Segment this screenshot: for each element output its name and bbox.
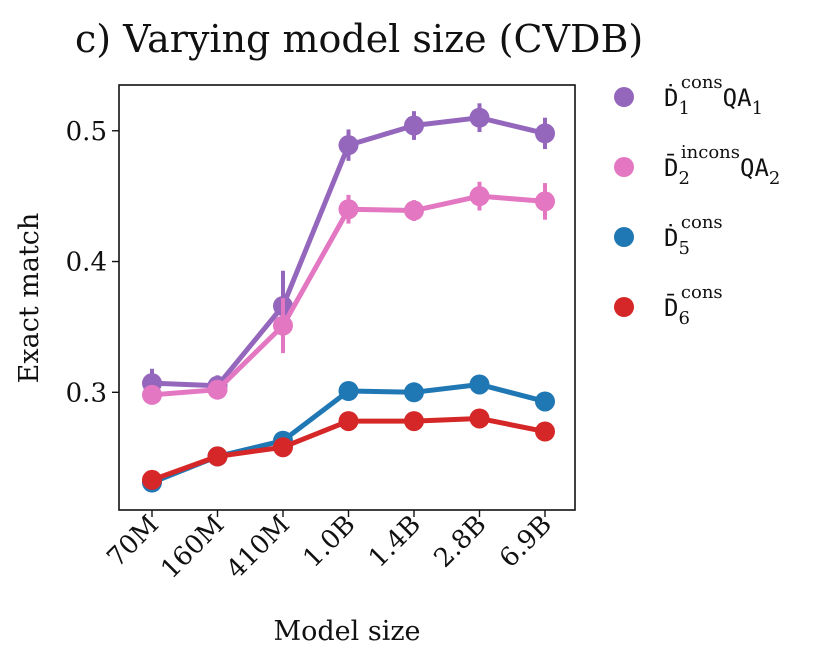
- legend-superscript: incons: [681, 142, 740, 163]
- x-tick-label: 410M: [221, 510, 296, 585]
- series-1: [142, 103, 555, 398]
- series-line: [151, 193, 546, 398]
- legend-suffix: QA: [723, 84, 752, 112]
- legend-label: Ḋ1consQA1: [664, 72, 763, 119]
- legend-symbol: Ḋ: [664, 83, 678, 112]
- data-point: [404, 200, 424, 221]
- data-point: [404, 382, 424, 403]
- legend-subscript: 1: [678, 98, 689, 119]
- x-tick-label: 6.9B: [494, 510, 558, 574]
- data-point: [469, 408, 490, 429]
- data-point: [404, 115, 424, 136]
- legend-marker: [614, 297, 634, 317]
- legend-suffix-subscript: 1: [752, 98, 763, 119]
- legend-label: D̄6 cons: [664, 282, 723, 329]
- legend-symbol: Ḋ: [664, 223, 678, 252]
- data-point: [469, 107, 490, 128]
- x-axis-title: Model size: [273, 616, 420, 647]
- legend-item: D̄6 cons: [614, 282, 723, 329]
- x-tick-label: 2.8B: [428, 510, 492, 574]
- data-point: [469, 374, 490, 395]
- legend-symbol: D̄: [664, 153, 678, 182]
- data-point: [207, 379, 228, 400]
- series-2: [142, 181, 555, 405]
- x-tick-label: 160M: [155, 510, 230, 585]
- y-tick-label: 0.4: [66, 248, 107, 278]
- data-point: [338, 135, 359, 156]
- legend-marker: [614, 157, 634, 177]
- y-tick-label: 0.3: [66, 378, 107, 408]
- data-point: [142, 384, 162, 405]
- legend-item: Ḋ1consQA1: [614, 72, 763, 119]
- legend-item: D̄2inconsQA2: [614, 142, 780, 189]
- legend-marker: [614, 87, 634, 107]
- plot-area-frame: [118, 84, 576, 511]
- x-tick-label: 1.0B: [297, 510, 361, 574]
- y-tick-label: 0.5: [66, 117, 107, 147]
- data-point: [338, 411, 359, 432]
- data-point: [535, 123, 555, 144]
- legend-superscript: cons: [681, 282, 723, 303]
- legend-item: Ḋ5 cons: [614, 212, 723, 259]
- y-axis: 0.3 0.4 0.5: [66, 117, 119, 408]
- legend-subscript: 5: [678, 238, 689, 259]
- data-point: [535, 391, 555, 412]
- data-point: [273, 315, 293, 336]
- legend-label: D̄2inconsQA2: [664, 142, 780, 189]
- data-point: [142, 469, 162, 490]
- data-point: [469, 186, 490, 207]
- legend-marker: [614, 227, 634, 247]
- legend-symbol: D̄: [664, 293, 678, 322]
- legend-label: Ḋ5 cons: [664, 212, 723, 259]
- data-point: [338, 199, 359, 220]
- legend-superscript: cons: [681, 212, 723, 233]
- data-point: [404, 411, 424, 432]
- data-point: [535, 421, 555, 442]
- series-layer: [142, 103, 555, 493]
- chart-title: c) Varying model size (CVDB): [75, 17, 643, 61]
- data-point: [207, 446, 228, 467]
- data-point: [273, 437, 293, 458]
- legend-subscript: 2: [678, 168, 689, 189]
- legend-superscript: cons: [681, 72, 723, 93]
- y-axis-title: Exact match: [14, 213, 45, 384]
- x-tick-label: 1.4B: [363, 510, 427, 574]
- series-4: [142, 408, 555, 490]
- data-point: [338, 381, 359, 401]
- legend-subscript: 6: [678, 308, 689, 329]
- legend-suffix-subscript: 2: [769, 168, 780, 189]
- legend-suffix: QA: [740, 154, 769, 182]
- data-point: [535, 191, 555, 212]
